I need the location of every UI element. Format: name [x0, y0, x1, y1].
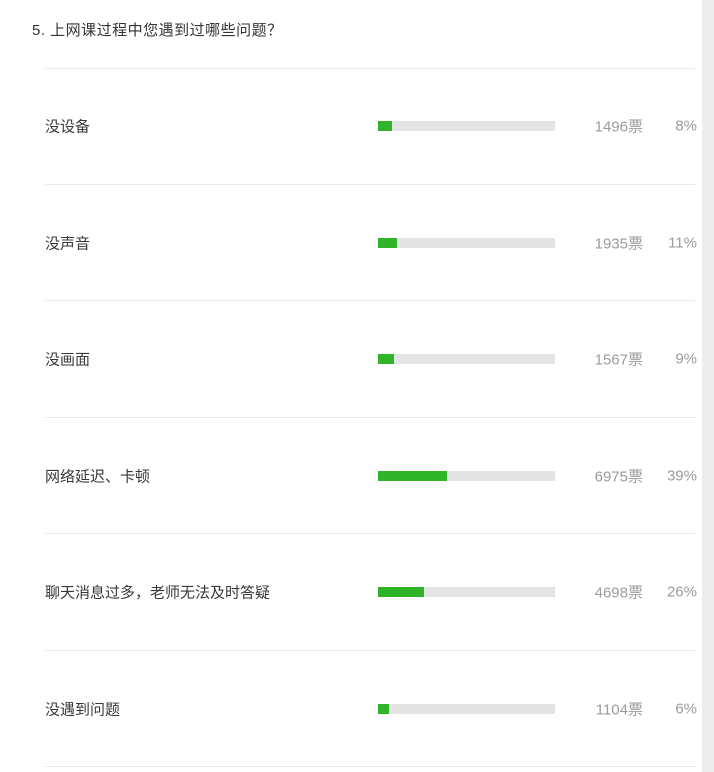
option-bar-fill [378, 470, 448, 481]
option-label: 没声音 [45, 235, 91, 253]
page-scroll-gutter [702, 0, 714, 772]
option-label: 没遇到问题 [45, 701, 121, 719]
row-divider [45, 533, 695, 534]
poll-option-row: 没声音 1935票 11% [0, 185, 702, 301]
option-label: 没画面 [45, 351, 91, 369]
poll-option-row: 没画面 1567票 9% [0, 301, 702, 418]
poll-option-row: 网络延迟、卡顿 6975票 39% [0, 418, 702, 534]
row-divider [45, 300, 695, 301]
option-votes: 1935票 [594, 235, 643, 253]
option-percent: 8% [675, 117, 697, 135]
row-divider [45, 183, 695, 185]
option-label: 聊天消息过多，老师无法及时答疑 [45, 584, 271, 602]
option-bar-fill [378, 237, 398, 248]
row-divider [45, 416, 695, 418]
option-bar-track [378, 354, 555, 365]
option-bar-track [378, 703, 555, 714]
option-label: 网络延迟、卡顿 [45, 468, 151, 486]
option-votes: 1496票 [594, 118, 643, 136]
option-bar-fill [378, 354, 394, 365]
option-bar-track [378, 121, 555, 132]
option-votes: 1567票 [594, 351, 643, 369]
option-percent: 26% [666, 583, 697, 601]
option-votes: 4698票 [594, 584, 643, 602]
option-bar-track [378, 587, 555, 598]
row-divider [45, 649, 695, 651]
option-label: 没设备 [45, 118, 91, 136]
option-bar-track [378, 470, 555, 481]
option-percent: 6% [675, 700, 697, 718]
row-divider [45, 766, 695, 767]
option-bar-fill [378, 587, 425, 598]
section-divider [45, 68, 695, 69]
option-votes: 1104票 [595, 701, 643, 719]
option-bar-track [378, 237, 555, 248]
option-percent: 11% [668, 234, 697, 252]
option-votes: 6975票 [594, 468, 643, 486]
option-percent: 39% [666, 467, 697, 485]
poll-options-list: 没设备 1496票 8% 没声音 1935票 11% 没画面 1567票 9% 网络延迟、卡顿 69… [0, 68, 702, 767]
poll-option-row: 聊天消息过多，老师无法及时答疑 4698票 26% [0, 534, 702, 651]
poll-option-row: 没遇到问题 1104票 6% [0, 651, 702, 767]
poll-option-row: 没设备 1496票 8% [0, 68, 702, 185]
option-percent: 9% [675, 350, 697, 368]
question-title: 5. 上网课过程中您遇到过哪些问题？ [32, 22, 283, 39]
option-bar-fill [378, 121, 393, 132]
option-bar-fill [378, 703, 389, 714]
